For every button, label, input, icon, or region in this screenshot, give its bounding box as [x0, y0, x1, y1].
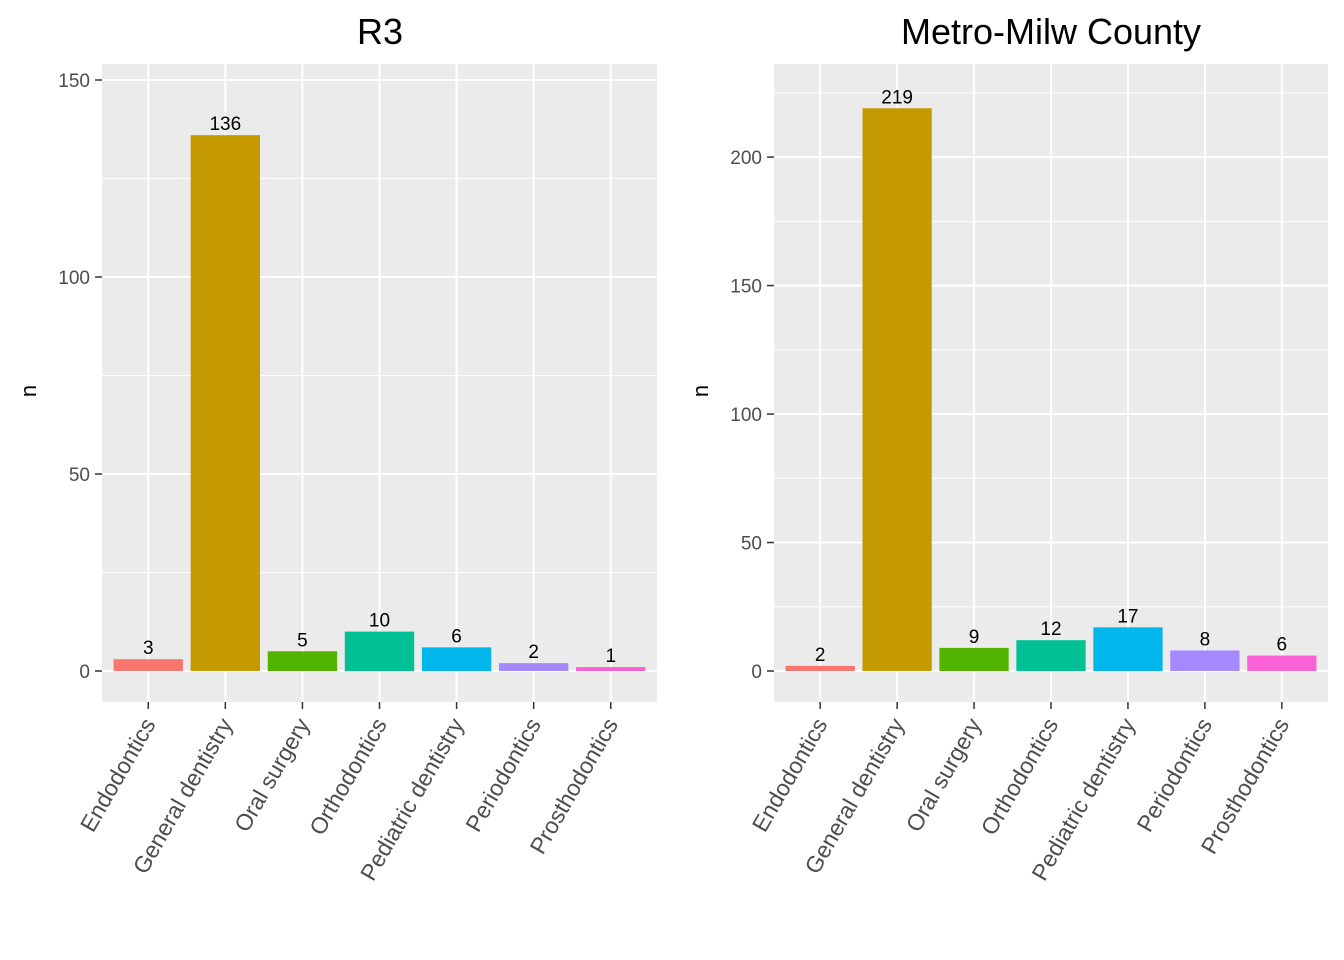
x-tick-label: Orthodontics: [976, 714, 1064, 840]
chart-title: Metro-Milw County: [901, 11, 1201, 52]
data-label: 8: [1200, 629, 1211, 650]
bar-periodontics: [1170, 650, 1240, 671]
x-tick-label: Orthodontics: [304, 714, 392, 840]
data-label: 12: [1040, 619, 1061, 640]
bar-orthodontics: [1016, 640, 1086, 671]
bar-prosthodontics: [1247, 655, 1317, 671]
data-label: 17: [1117, 606, 1138, 627]
bar-pediatric-dentistry: [421, 647, 492, 671]
x-tick-label: Oral surgery: [901, 713, 987, 836]
y-tick-label: 50: [741, 534, 762, 555]
data-label: 2: [528, 642, 539, 663]
bar-prosthodontics: [576, 667, 646, 671]
x-tick-label: Endodontics: [747, 714, 833, 837]
x-tick-label: Periodontics: [1131, 714, 1217, 837]
bar-general-dentistry: [190, 135, 261, 671]
data-label: 3: [143, 638, 154, 659]
data-label: 10: [369, 611, 390, 632]
y-tick-label: 150: [730, 277, 762, 298]
y-tick-label: 0: [751, 662, 762, 683]
data-label: 6: [451, 626, 462, 647]
chart-title: R3: [357, 11, 403, 52]
x-tick-label: Periodontics: [460, 714, 546, 837]
data-label: 5: [297, 630, 308, 651]
y-tick-label: 200: [730, 148, 762, 169]
bar-orthodontics: [344, 631, 415, 671]
bar-oral-surgery: [939, 647, 1009, 671]
bar-periodontics: [498, 663, 569, 671]
data-label: 2: [815, 645, 826, 666]
y-axis-label: n: [688, 385, 713, 397]
data-label: 9: [969, 627, 980, 648]
data-label: 6: [1277, 635, 1288, 656]
y-axis-label: n: [16, 385, 41, 397]
x-tick-label: Oral surgery: [229, 713, 315, 836]
y-tick-label: 50: [69, 465, 90, 486]
bar-pediatric-dentistry: [1093, 627, 1163, 671]
bar-general-dentistry: [862, 108, 932, 672]
data-label: 1: [605, 646, 616, 667]
x-tick-label: Endodontics: [75, 714, 161, 837]
y-tick-label: 100: [58, 268, 90, 289]
y-tick-label: 0: [79, 662, 90, 683]
bar-endodontics: [785, 665, 855, 671]
data-label: 219: [881, 87, 913, 108]
bar-endodontics: [113, 659, 183, 671]
y-tick-label: 150: [58, 71, 90, 92]
bar-oral-surgery: [267, 651, 338, 671]
data-label: 136: [209, 114, 241, 135]
y-tick-label: 100: [730, 405, 762, 426]
